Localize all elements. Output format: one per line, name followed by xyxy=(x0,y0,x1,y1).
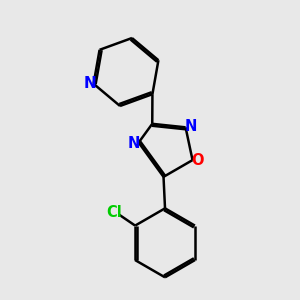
Text: N: N xyxy=(184,119,197,134)
Text: Cl: Cl xyxy=(106,205,122,220)
Text: O: O xyxy=(192,153,204,168)
Text: N: N xyxy=(84,76,96,91)
Text: N: N xyxy=(127,136,140,151)
